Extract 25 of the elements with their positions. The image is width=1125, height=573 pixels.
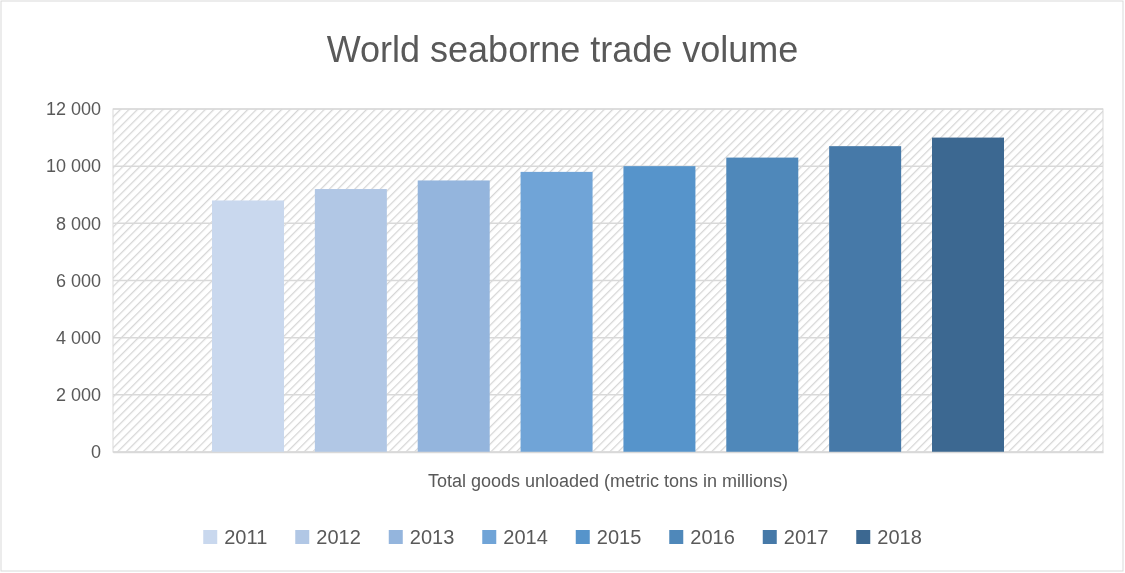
legend-label: 2013: [409, 526, 455, 548]
bar: [212, 200, 284, 452]
bar: [726, 157, 799, 452]
bar: [417, 180, 490, 452]
bar: [932, 137, 1004, 452]
bar: [314, 189, 387, 452]
y-tick-label: 12 000: [45, 99, 101, 120]
legend-label: 2018: [877, 526, 922, 548]
y-tick-label: 2 000: [55, 385, 101, 406]
legend-label: 2011: [224, 526, 268, 548]
legend-label: 2012: [316, 526, 361, 548]
legend-label: 2016: [690, 526, 735, 548]
y-tick-label: 10 000: [45, 156, 101, 177]
legend-label: 2015: [596, 526, 642, 548]
legend-label: 2017: [783, 526, 829, 548]
chart-title: World seaborne trade volume: [326, 29, 799, 70]
y-tick-label: 6 000: [55, 270, 101, 291]
legend-label: 2014: [503, 526, 548, 548]
x-tick-label: Total goods unloaded (metric tons in millions): [427, 470, 789, 491]
bar: [623, 166, 696, 452]
y-tick-label: 4 000: [55, 327, 101, 348]
bar: [829, 146, 902, 452]
y-tick-label: 0: [90, 442, 101, 463]
bar: [520, 171, 593, 452]
y-tick-label: 8 000: [55, 213, 101, 234]
